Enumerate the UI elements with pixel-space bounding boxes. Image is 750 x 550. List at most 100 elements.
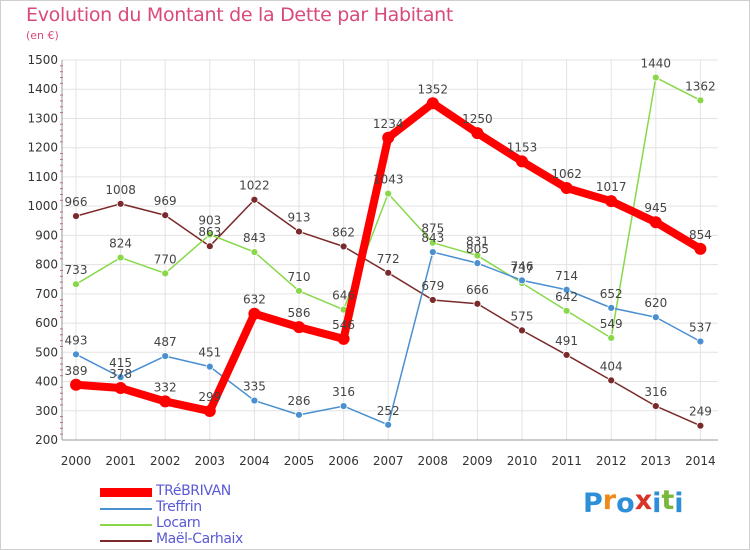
data-point — [696, 96, 705, 105]
x-tick-label: 2003 — [195, 454, 226, 468]
data-point — [293, 321, 305, 334]
data-label: 299 — [198, 390, 221, 404]
y-tick-label: 800 — [35, 258, 58, 272]
data-label: 1022 — [239, 179, 270, 193]
legend-item: Maël-Carhaix — [100, 531, 400, 549]
logo-letter: t — [661, 485, 675, 516]
data-label: 252 — [377, 404, 400, 418]
data-point — [72, 350, 80, 359]
x-tick-label: 2000 — [61, 454, 92, 468]
data-label: 332 — [154, 380, 177, 394]
data-label: 1362 — [685, 79, 716, 93]
data-point — [250, 195, 259, 204]
data-label: 824 — [109, 237, 132, 251]
data-point — [516, 155, 528, 168]
data-point — [161, 352, 170, 361]
data-label: 1234 — [373, 117, 404, 131]
data-label: 1250 — [462, 112, 493, 126]
y-tick-label: 500 — [35, 345, 58, 359]
x-tick-label: 2005 — [284, 454, 315, 468]
x-tick-label: 2007 — [373, 454, 404, 468]
data-point — [607, 303, 616, 312]
data-point — [562, 306, 571, 315]
data-point — [72, 280, 80, 289]
data-label: 1043 — [373, 173, 404, 187]
data-point — [205, 230, 214, 239]
data-label: 389 — [65, 364, 88, 378]
legend-swatch — [100, 540, 152, 542]
data-label: 746 — [511, 259, 534, 273]
data-point — [473, 259, 482, 268]
data-point — [651, 73, 660, 82]
data-label: 451 — [198, 346, 221, 360]
y-tick-label: 900 — [35, 228, 58, 242]
data-point — [250, 248, 259, 256]
data-label: 862 — [332, 225, 355, 239]
data-label: 335 — [243, 380, 266, 394]
data-point — [518, 326, 526, 335]
data-point — [339, 402, 348, 410]
data-label: 733 — [65, 263, 88, 277]
data-label: 1062 — [551, 167, 582, 181]
data-point — [250, 396, 259, 405]
y-tick-label: 700 — [35, 287, 58, 301]
data-point — [428, 296, 437, 304]
x-tick-label: 2013 — [641, 454, 672, 468]
x-tick-label: 2009 — [462, 454, 493, 468]
data-label: 652 — [600, 287, 623, 301]
data-label: 903 — [198, 214, 221, 228]
data-point — [116, 253, 125, 262]
data-label: 710 — [288, 270, 311, 284]
data-label: 575 — [511, 309, 534, 323]
y-tick-label: 1200 — [27, 141, 58, 155]
data-label: 679 — [421, 279, 444, 293]
y-tick-label: 1400 — [27, 82, 58, 96]
unit-label: (en €) — [26, 29, 59, 42]
data-label: 286 — [288, 394, 311, 408]
legend-label: Locarn — [156, 515, 201, 531]
axes: 200 300 400 500 600 700 800 900 1000 1100 1200 1300… — [27, 53, 718, 468]
data-label: 805 — [466, 242, 489, 256]
data-label: 737 — [511, 262, 534, 276]
data-point — [384, 420, 393, 429]
logo-letter: P — [583, 488, 603, 519]
plot-area — [62, 60, 718, 440]
y-tick-label: 400 — [35, 375, 58, 389]
data-point — [116, 373, 125, 382]
y-tick-label: 200 — [35, 433, 58, 447]
data-point — [428, 238, 437, 247]
data-point — [649, 216, 662, 229]
data-point — [651, 313, 660, 322]
legend-item: TRéBRIVAN — [100, 483, 400, 501]
data-point — [696, 337, 705, 346]
x-tick-label: 2006 — [328, 454, 359, 468]
data-label: 714 — [555, 269, 578, 283]
x-tick-label: 2004 — [239, 454, 270, 468]
data-label: 316 — [644, 385, 667, 399]
data-point — [339, 242, 348, 251]
data-label: 487 — [154, 335, 177, 349]
x-tick-label: 2014 — [685, 454, 716, 468]
data-point — [518, 276, 526, 285]
data-label: 378 — [109, 367, 132, 381]
logo-letter: i — [674, 488, 684, 519]
x-tick-label: 2011 — [551, 454, 582, 468]
data-label: 966 — [65, 195, 88, 209]
data-label: 1008 — [105, 183, 136, 197]
data-label: 945 — [644, 201, 667, 215]
data-point — [426, 97, 439, 110]
data-point — [694, 242, 707, 255]
plot-background — [62, 60, 718, 440]
series-layer — [70, 73, 707, 430]
y-tick-label: 1300 — [27, 111, 58, 125]
data-label: 546 — [332, 318, 355, 332]
proxiti-logo: Proxiti — [583, 485, 684, 519]
data-point — [471, 127, 484, 140]
y-tick-label: 1100 — [27, 170, 58, 184]
data-point — [384, 189, 393, 198]
data-point — [295, 227, 303, 236]
data-label: 642 — [555, 290, 578, 304]
legend-label: Maël-Carhaix — [156, 531, 243, 547]
data-label: 863 — [198, 225, 221, 239]
data-point — [382, 131, 395, 144]
